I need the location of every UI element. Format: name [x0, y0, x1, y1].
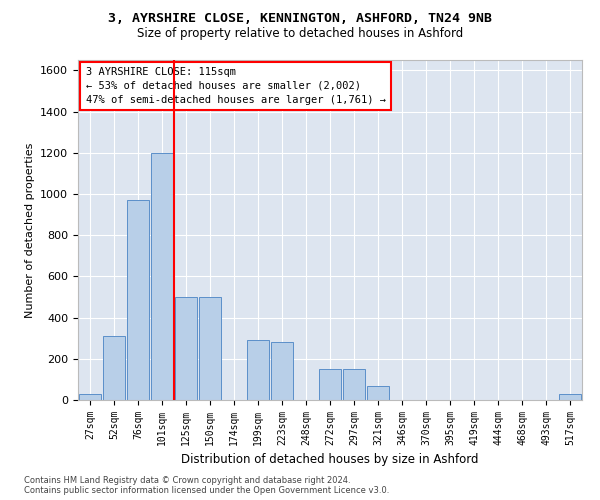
Bar — [79, 394, 101, 400]
Bar — [175, 297, 197, 400]
Bar — [559, 394, 581, 400]
Bar — [367, 386, 389, 400]
X-axis label: Distribution of detached houses by size in Ashford: Distribution of detached houses by size … — [181, 454, 479, 466]
Bar — [271, 342, 293, 400]
Text: 3, AYRSHIRE CLOSE, KENNINGTON, ASHFORD, TN24 9NB: 3, AYRSHIRE CLOSE, KENNINGTON, ASHFORD, … — [108, 12, 492, 26]
Bar — [247, 340, 269, 400]
Text: Contains HM Land Registry data © Crown copyright and database right 2024.
Contai: Contains HM Land Registry data © Crown c… — [24, 476, 389, 495]
Bar — [343, 369, 365, 400]
Bar — [103, 336, 125, 400]
Bar — [127, 200, 149, 400]
Text: Size of property relative to detached houses in Ashford: Size of property relative to detached ho… — [137, 28, 463, 40]
Text: 3 AYRSHIRE CLOSE: 115sqm
← 53% of detached houses are smaller (2,002)
47% of sem: 3 AYRSHIRE CLOSE: 115sqm ← 53% of detach… — [86, 67, 386, 105]
Bar — [319, 369, 341, 400]
Bar — [199, 297, 221, 400]
Bar — [151, 152, 173, 400]
Y-axis label: Number of detached properties: Number of detached properties — [25, 142, 35, 318]
